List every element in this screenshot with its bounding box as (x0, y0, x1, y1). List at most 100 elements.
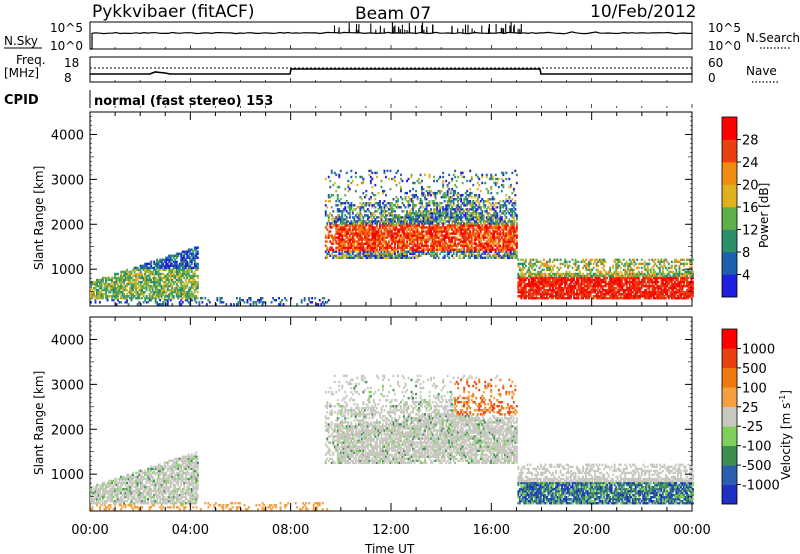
cell (589, 282, 592, 286)
cell (461, 224, 464, 227)
cell (183, 258, 186, 262)
cell (363, 234, 366, 237)
cell (467, 252, 470, 256)
cell (422, 224, 425, 227)
cell (348, 240, 351, 243)
cell (461, 181, 464, 185)
cell (559, 258, 562, 262)
cell (502, 248, 505, 251)
cell (121, 280, 124, 284)
cell (154, 299, 157, 302)
cell (469, 256, 472, 260)
cell (615, 286, 618, 290)
cell (466, 238, 469, 241)
cell (521, 262, 524, 266)
cell (494, 220, 497, 223)
cell (428, 189, 431, 193)
cell (512, 236, 515, 239)
cell (487, 252, 490, 256)
cell (451, 220, 454, 223)
cell (416, 244, 419, 247)
cell (345, 218, 348, 221)
cell (428, 222, 431, 225)
cell (351, 212, 354, 215)
cell (451, 212, 454, 215)
cell (469, 191, 472, 195)
cell (451, 216, 454, 219)
cell (406, 234, 408, 237)
cell (511, 210, 514, 213)
cell (476, 238, 479, 241)
cell (505, 240, 508, 243)
cell (568, 284, 571, 288)
cell (123, 288, 125, 292)
cell (330, 169, 333, 173)
cell (363, 210, 366, 213)
cell (153, 297, 156, 300)
cell (443, 210, 446, 213)
cell (466, 204, 469, 207)
cell (518, 276, 521, 280)
cell (467, 248, 470, 251)
cell (537, 260, 539, 264)
cell (478, 248, 481, 251)
cell (541, 286, 544, 290)
cell (613, 278, 616, 282)
cell (388, 226, 390, 229)
cell (594, 280, 597, 284)
cell (455, 248, 458, 251)
cell (515, 242, 518, 245)
cell (365, 214, 368, 217)
cell (391, 206, 393, 209)
cell (577, 288, 580, 292)
cell (520, 276, 523, 280)
cell (494, 248, 497, 251)
cell (303, 297, 306, 300)
cell (436, 218, 439, 221)
cell (339, 252, 342, 256)
cell (341, 228, 344, 231)
cell (515, 228, 518, 231)
cell (538, 270, 541, 274)
cell (418, 214, 420, 217)
cell (454, 175, 457, 179)
cell (460, 238, 463, 241)
cell (442, 185, 445, 189)
cell (365, 224, 368, 227)
cell (400, 196, 402, 199)
cell (163, 268, 166, 272)
cell (324, 200, 327, 203)
cell (463, 210, 466, 213)
cell (528, 266, 530, 270)
cell (534, 293, 536, 296)
cell (568, 278, 571, 282)
cell (181, 286, 184, 290)
cell (135, 268, 138, 272)
cell (508, 232, 511, 235)
cell (351, 234, 354, 237)
cell (401, 246, 404, 249)
cell (117, 278, 119, 282)
cell (139, 276, 142, 280)
cell (156, 280, 159, 284)
cell (385, 222, 387, 225)
cell (369, 240, 372, 243)
cell (485, 212, 488, 215)
cell (589, 260, 592, 264)
cell (130, 288, 133, 292)
cell (372, 240, 375, 243)
cell (573, 282, 575, 286)
cell (141, 284, 144, 288)
cell (348, 256, 351, 260)
cell (133, 278, 136, 282)
cell (184, 260, 187, 264)
cell (237, 303, 240, 306)
cell (192, 252, 195, 256)
cell (592, 262, 595, 266)
cell (383, 232, 386, 235)
cell (488, 240, 491, 243)
cell (615, 264, 618, 268)
cell (452, 244, 455, 247)
cell (330, 246, 333, 249)
cell (550, 276, 553, 280)
